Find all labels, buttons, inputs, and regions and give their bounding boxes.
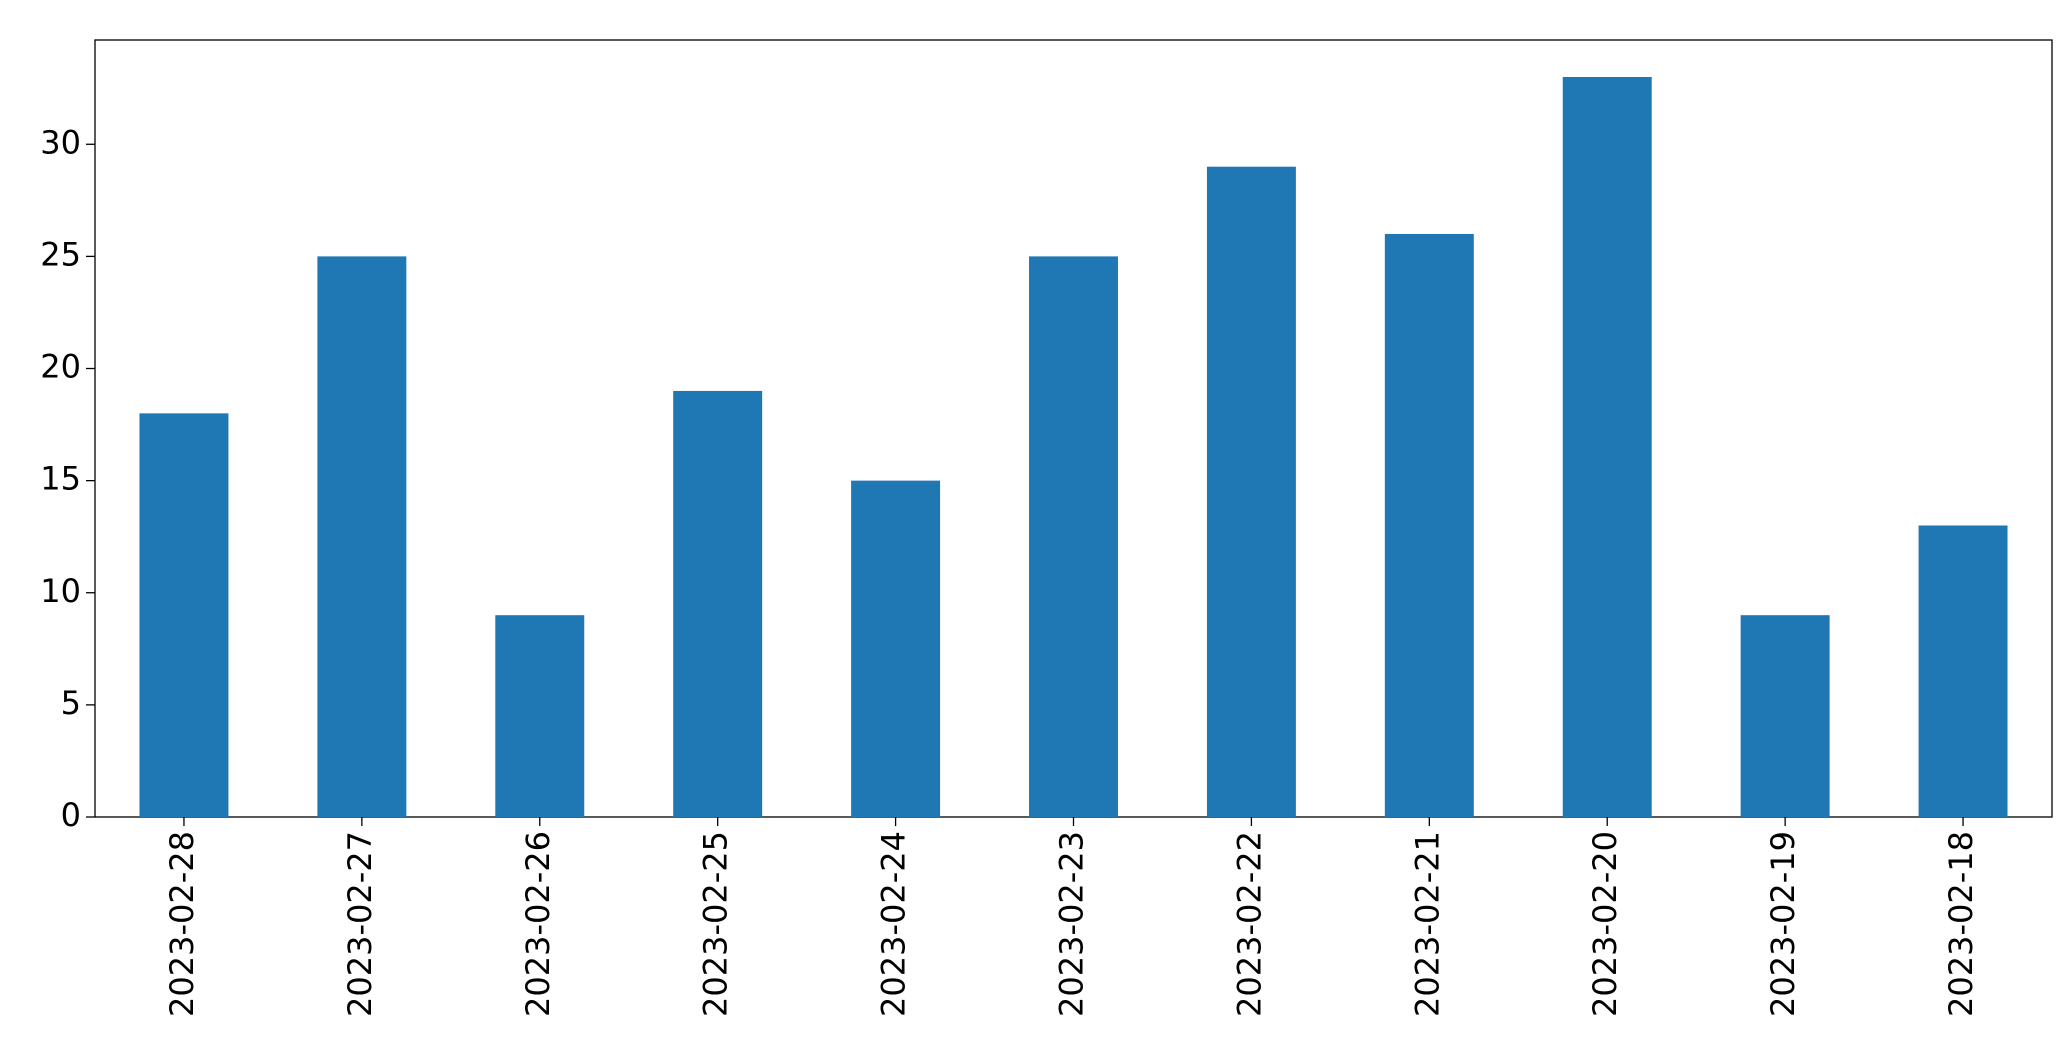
x-tick-label: 2023-02-24 [875,831,913,1017]
x-tick-label: 2023-02-18 [1942,831,1980,1017]
bar [1029,256,1118,818]
x-tick-label: 2023-02-23 [1053,831,1091,1017]
y-tick-label: 5 [61,684,81,722]
y-tick-label: 0 [61,796,81,834]
bar [1384,233,1474,817]
x-tick-label: 2023-02-21 [1408,831,1446,1017]
bar [1206,166,1296,818]
x-tick-label: 2023-02-20 [1586,831,1624,1017]
x-tick-label: 2023-02-19 [1764,831,1802,1017]
y-tick-label: 10 [40,572,81,610]
y-tick-label: 15 [40,460,81,498]
x-tick-label: 2023-02-26 [519,831,557,1017]
bar [673,390,763,817]
y-tick-label: 20 [40,348,81,386]
bar [1918,525,2008,817]
bar [1740,615,1830,817]
y-tick-label: 25 [40,235,81,273]
x-tick-label: 2023-02-27 [341,831,379,1017]
bar [495,615,585,817]
x-tick-label: 2023-02-28 [163,831,201,1017]
bar [139,413,229,817]
bar [1562,77,1652,817]
x-tick-label: 2023-02-22 [1230,831,1268,1017]
bar [317,256,407,818]
bar [851,480,941,817]
y-tick-label: 30 [40,123,81,161]
x-tick-label: 2023-02-25 [697,831,735,1017]
